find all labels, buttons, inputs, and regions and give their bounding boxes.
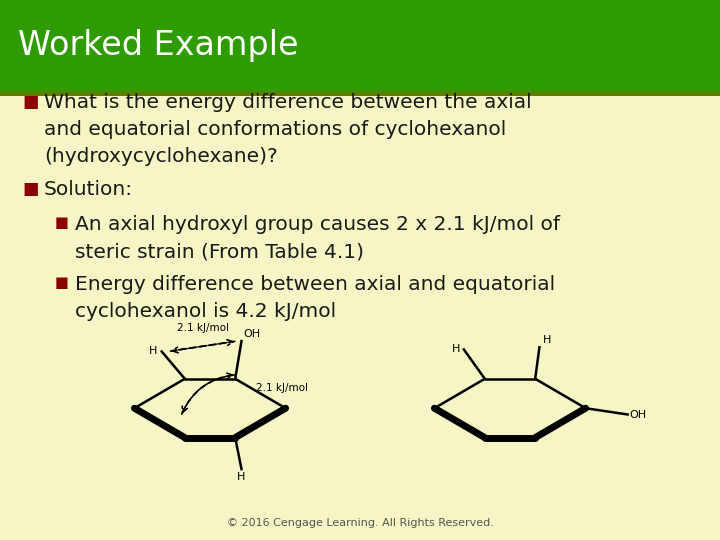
Text: ■: ■ [55,215,69,230]
Bar [0,0,720,91]
Text: (hydroxycyclohexane)?: (hydroxycyclohexane)? [44,147,278,166]
Text: Solution:: Solution: [44,180,133,199]
Text: Energy difference between axial and equatorial: Energy difference between axial and equa… [75,275,555,294]
Text: and equatorial conformations of cyclohexanol: and equatorial conformations of cyclohex… [44,120,506,139]
Text: 2.1 kJ/mol: 2.1 kJ/mol [256,383,308,393]
Text: ■: ■ [22,93,38,111]
Text: H: H [542,335,551,345]
Text: © 2016 Cengage Learning. All Rights Reserved.: © 2016 Cengage Learning. All Rights Rese… [227,518,493,528]
Text: H: H [149,347,158,356]
Text: H: H [238,472,246,482]
Text: ■: ■ [55,275,69,290]
Text: cyclohexanol is 4.2 kJ/mol: cyclohexanol is 4.2 kJ/mol [75,302,336,321]
Text: ■: ■ [22,180,38,198]
Text: Worked Example: Worked Example [18,29,299,62]
Text: What is the energy difference between the axial: What is the energy difference between th… [44,93,531,112]
Text: steric strain (From Table 4.1): steric strain (From Table 4.1) [75,242,364,261]
Text: OH: OH [243,329,261,339]
Text: OH: OH [629,409,647,420]
Text: H: H [451,345,460,354]
Bar [0,91,720,96]
Text: An axial hydroxyl group causes 2 x 2.1 kJ/mol of: An axial hydroxyl group causes 2 x 2.1 k… [75,215,560,234]
Text: 2.1 kJ/mol: 2.1 kJ/mol [176,323,229,333]
